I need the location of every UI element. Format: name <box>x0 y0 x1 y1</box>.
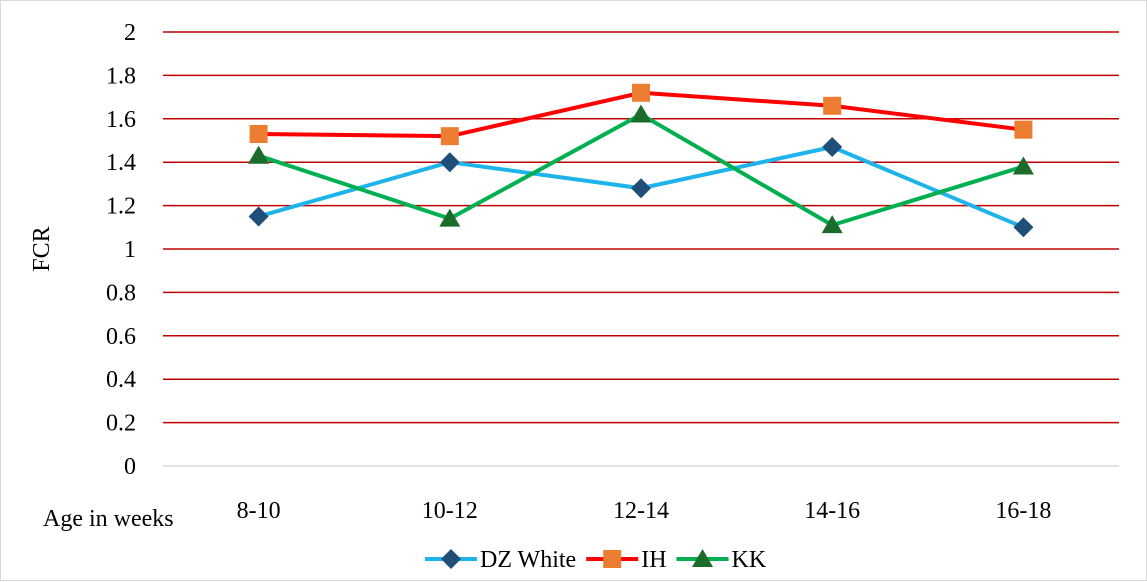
y-tick-label: 0 <box>124 454 136 480</box>
series-markers <box>248 83 1034 238</box>
y-tick-label: 0.4 <box>106 367 136 393</box>
x-tick-label: 10-12 <box>422 498 478 524</box>
x-axis-title: Age in weeks <box>43 506 174 532</box>
legend-item-0: DZ White <box>425 547 576 573</box>
y-tick-label: 2 <box>124 20 136 46</box>
data-point <box>439 152 460 173</box>
legend: DZ White IH KK <box>425 547 767 573</box>
y-tick-label: 1.4 <box>106 150 136 176</box>
x-tick-label: 8-10 <box>237 498 281 524</box>
x-tick-label: 14-16 <box>804 498 860 524</box>
x-tick-label: 16-18 <box>995 498 1051 524</box>
data-point <box>249 124 268 143</box>
data-point <box>631 178 651 199</box>
data-point <box>1012 156 1034 175</box>
y-tick-label: 1.6 <box>106 107 136 133</box>
legend-marker <box>692 549 714 567</box>
data-point <box>440 127 459 146</box>
y-tick-label: 1.2 <box>106 194 136 220</box>
legend-item-2: KK <box>676 547 767 573</box>
y-tick-label: 0.6 <box>106 324 136 350</box>
y-tick-label: 0.8 <box>106 280 136 306</box>
legend-item-1: IH <box>586 547 667 573</box>
legend-label: KK <box>732 547 767 573</box>
y-tick-label: 1.8 <box>106 63 136 89</box>
data-point <box>1013 217 1034 238</box>
legend-label: DZ White <box>480 547 576 573</box>
data-point <box>1014 120 1033 139</box>
data-point <box>248 145 270 164</box>
x-tick-label: 12-14 <box>613 498 669 524</box>
data-point <box>439 208 461 227</box>
data-point <box>630 104 652 123</box>
data-point <box>248 206 269 227</box>
legend-label: IH <box>641 547 666 573</box>
y-tick-labels: 0 0.2 0.4 0.6 0.8 1 1.2 1.4 1.6 1.8 2 <box>106 20 136 480</box>
x-tick-labels: 8-10 10-12 12-14 14-16 16-18 <box>237 498 1052 524</box>
data-point <box>822 137 843 158</box>
y-tick-label: 0.2 <box>106 411 136 437</box>
y-tick-label: 1 <box>124 237 136 263</box>
data-point <box>632 83 650 102</box>
legend-marker <box>441 549 461 569</box>
data-point <box>823 96 842 115</box>
data-point <box>821 215 843 234</box>
series-line-2 <box>256 112 1026 228</box>
y-axis-title: FCR <box>29 226 55 271</box>
legend-marker <box>603 550 622 568</box>
